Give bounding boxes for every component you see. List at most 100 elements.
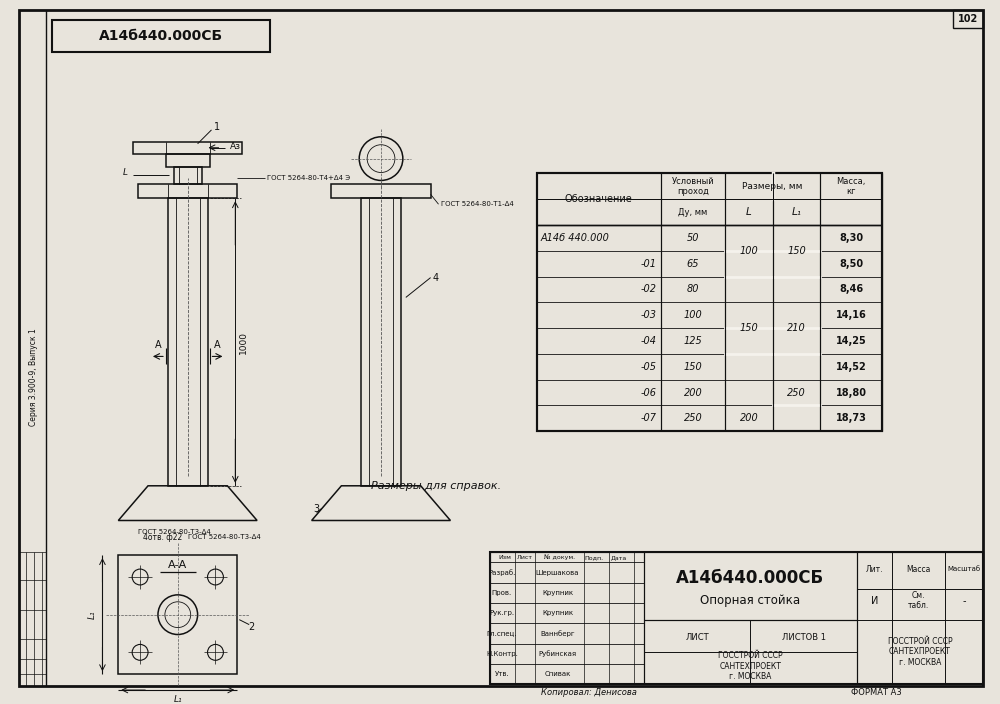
Text: Спивак: Спивак bbox=[544, 671, 571, 677]
Text: 8,30: 8,30 bbox=[839, 233, 863, 243]
Text: ЛИСТОВ 1: ЛИСТОВ 1 bbox=[782, 633, 826, 642]
Text: Н.Контр.: Н.Контр. bbox=[486, 650, 518, 657]
Text: -02: -02 bbox=[641, 284, 657, 294]
Text: См.
табл.: См. табл. bbox=[908, 591, 929, 610]
Bar bbox=[490, 552, 644, 684]
Text: L₁: L₁ bbox=[88, 610, 97, 619]
Bar bbox=[537, 173, 882, 432]
Text: 2: 2 bbox=[248, 622, 254, 631]
Text: Изм: Изм bbox=[499, 555, 511, 560]
Text: Утв.: Утв. bbox=[495, 671, 509, 677]
Text: Пров.: Пров. bbox=[492, 590, 512, 596]
Text: 200: 200 bbox=[739, 413, 758, 423]
Bar bbox=[953, 10, 983, 27]
Text: А: А bbox=[214, 339, 221, 349]
Text: 150: 150 bbox=[683, 362, 702, 372]
Text: 65: 65 bbox=[687, 258, 699, 269]
Text: 125: 125 bbox=[683, 336, 702, 346]
Bar bbox=[52, 20, 270, 51]
Text: Крупник: Крупник bbox=[542, 590, 573, 596]
Text: -05: -05 bbox=[641, 362, 657, 372]
Text: Рук.гр.: Рук.гр. bbox=[489, 610, 515, 616]
Text: ГОССТРОЙ СССР
САНТЕХПРОЕКТ
г. МОСКВА: ГОССТРОЙ СССР САНТЕХПРОЕКТ г. МОСКВА bbox=[888, 637, 952, 667]
Text: 14,52: 14,52 bbox=[836, 362, 866, 372]
Text: Ваннберг: Ваннберг bbox=[540, 630, 575, 637]
Text: ЛИСТ: ЛИСТ bbox=[685, 633, 709, 642]
Text: Лист: Лист bbox=[517, 555, 533, 560]
Text: Аз: Аз bbox=[230, 142, 241, 151]
Text: 80: 80 bbox=[687, 284, 699, 294]
Bar bbox=[166, 153, 210, 167]
Text: 150: 150 bbox=[787, 246, 806, 256]
Bar bbox=[361, 199, 401, 486]
Text: Обозначение: Обозначение bbox=[565, 194, 633, 204]
Text: 18,73: 18,73 bbox=[836, 413, 866, 423]
Bar bbox=[537, 173, 882, 432]
Bar bbox=[118, 555, 237, 674]
Text: 250: 250 bbox=[683, 413, 702, 423]
Text: Масштаб: Масштаб bbox=[947, 566, 980, 572]
Text: Крупник: Крупник bbox=[542, 610, 573, 616]
Text: Шершакова: Шершакова bbox=[536, 570, 579, 575]
Text: 14,16: 14,16 bbox=[836, 310, 866, 320]
Text: ГОСТ 5264-80-Т3-Δ4: ГОСТ 5264-80-Т3-Δ4 bbox=[138, 529, 211, 536]
Bar bbox=[857, 552, 983, 684]
Text: Гл.спец.: Гл.спец. bbox=[487, 630, 517, 636]
Text: -: - bbox=[962, 596, 966, 605]
Bar bbox=[644, 620, 857, 684]
Text: ГОСТ 5264-80-Т4+Δ4 Э: ГОСТ 5264-80-Т4+Δ4 Э bbox=[267, 175, 350, 182]
Text: ФОРМАТ А3: ФОРМАТ А3 bbox=[851, 688, 902, 696]
Text: 18,80: 18,80 bbox=[835, 388, 866, 398]
Text: 102: 102 bbox=[958, 14, 978, 24]
Text: 4: 4 bbox=[432, 272, 439, 282]
Text: Ду, мм: Ду, мм bbox=[678, 208, 707, 217]
Text: № докум.: № докум. bbox=[544, 555, 575, 560]
Text: Копировал: Денисова: Копировал: Денисова bbox=[541, 688, 637, 696]
Text: 250: 250 bbox=[787, 388, 806, 398]
Text: 210: 210 bbox=[787, 323, 806, 333]
Bar bbox=[133, 142, 242, 153]
Text: Серия 3.900-9, Выпуск 1: Серия 3.900-9, Выпуск 1 bbox=[29, 328, 38, 426]
Bar bbox=[138, 184, 237, 199]
Text: Разраб.: Разраб. bbox=[488, 569, 516, 576]
Text: 3: 3 bbox=[314, 503, 320, 514]
Text: 14,25: 14,25 bbox=[836, 336, 866, 346]
Text: 100: 100 bbox=[683, 310, 702, 320]
Text: L₁: L₁ bbox=[173, 696, 182, 704]
Text: 8,50: 8,50 bbox=[839, 258, 863, 269]
Text: 1: 1 bbox=[214, 122, 221, 132]
Text: Лит.: Лит. bbox=[866, 565, 883, 574]
Bar bbox=[168, 199, 208, 486]
Text: А: А bbox=[155, 339, 161, 349]
Text: 1000: 1000 bbox=[239, 331, 248, 353]
Text: L₁: L₁ bbox=[791, 207, 801, 217]
Text: -04: -04 bbox=[641, 336, 657, 346]
Text: Рубинская: Рубинская bbox=[538, 650, 577, 657]
Bar bbox=[331, 184, 431, 199]
Text: 50: 50 bbox=[687, 233, 699, 243]
Text: 150: 150 bbox=[739, 323, 758, 333]
Text: Размеры для справок.: Размеры для справок. bbox=[371, 481, 501, 491]
Text: И: И bbox=[871, 596, 878, 605]
Text: Размеры, мм: Размеры, мм bbox=[742, 182, 803, 191]
Text: L: L bbox=[123, 168, 128, 177]
Text: А14б 440.000: А14б 440.000 bbox=[541, 233, 610, 243]
Text: ГОСТ 5264-80-Т1-Δ4: ГОСТ 5264-80-Т1-Δ4 bbox=[441, 201, 513, 207]
Text: -03: -03 bbox=[641, 310, 657, 320]
Text: А14б440.000СБ: А14б440.000СБ bbox=[676, 569, 824, 587]
Text: Дата: Дата bbox=[611, 555, 627, 560]
Text: А14б440.000СБ: А14б440.000СБ bbox=[99, 29, 223, 43]
Text: Масса: Масса bbox=[906, 565, 931, 574]
Text: Условный
проход: Условный проход bbox=[672, 177, 714, 196]
Text: А-А: А-А bbox=[168, 560, 187, 570]
Text: -06: -06 bbox=[641, 388, 657, 398]
Text: Подп.: Подп. bbox=[585, 555, 604, 560]
Text: ГОСТ 5264-80-Т3-Δ4: ГОСТ 5264-80-Т3-Δ4 bbox=[188, 534, 260, 541]
Text: ГОССТРОЙ СССР
САНТЕХПРОЕКТ
г. МОСКВА: ГОССТРОЙ СССР САНТЕХПРОЕКТ г. МОСКВА bbox=[718, 651, 783, 681]
Text: 200: 200 bbox=[683, 388, 702, 398]
Bar bbox=[174, 167, 202, 184]
Text: 8,46: 8,46 bbox=[839, 284, 863, 294]
Bar bbox=[490, 552, 983, 684]
Text: -07: -07 bbox=[641, 413, 657, 423]
Text: Масса,
кг: Масса, кг bbox=[836, 177, 866, 196]
